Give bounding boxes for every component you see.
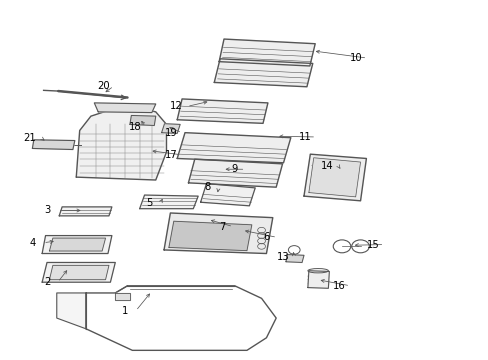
Text: 8: 8 bbox=[204, 182, 211, 192]
Text: 13: 13 bbox=[277, 252, 289, 262]
Text: 21: 21 bbox=[23, 133, 36, 143]
Text: 20: 20 bbox=[97, 81, 109, 91]
Polygon shape bbox=[42, 235, 112, 253]
Polygon shape bbox=[307, 271, 329, 288]
Text: 17: 17 bbox=[164, 150, 177, 160]
Text: 19: 19 bbox=[164, 128, 177, 138]
Text: 9: 9 bbox=[231, 164, 238, 174]
Polygon shape bbox=[86, 286, 276, 350]
Polygon shape bbox=[188, 159, 282, 187]
Polygon shape bbox=[76, 108, 166, 180]
Polygon shape bbox=[219, 39, 315, 66]
Text: 15: 15 bbox=[366, 239, 379, 249]
Text: 14: 14 bbox=[321, 161, 333, 171]
Polygon shape bbox=[214, 59, 312, 87]
Text: 4: 4 bbox=[29, 238, 36, 248]
Text: 5: 5 bbox=[146, 198, 152, 208]
Polygon shape bbox=[32, 140, 75, 149]
Text: 1: 1 bbox=[122, 306, 128, 316]
Text: 6: 6 bbox=[263, 232, 269, 242]
Polygon shape bbox=[304, 154, 366, 201]
Text: 7: 7 bbox=[219, 222, 225, 231]
Polygon shape bbox=[308, 158, 360, 197]
Text: 12: 12 bbox=[169, 102, 182, 112]
Text: 10: 10 bbox=[349, 53, 362, 63]
Polygon shape bbox=[140, 195, 198, 209]
Polygon shape bbox=[57, 293, 86, 329]
Polygon shape bbox=[49, 238, 105, 251]
Text: 3: 3 bbox=[44, 206, 50, 216]
Polygon shape bbox=[285, 255, 304, 262]
Text: 11: 11 bbox=[299, 132, 311, 142]
Polygon shape bbox=[94, 103, 156, 113]
Polygon shape bbox=[59, 207, 112, 216]
Polygon shape bbox=[161, 124, 180, 134]
Text: 18: 18 bbox=[128, 122, 141, 132]
Polygon shape bbox=[177, 99, 267, 123]
Text: 16: 16 bbox=[332, 281, 345, 291]
Polygon shape bbox=[130, 116, 156, 126]
Text: 2: 2 bbox=[44, 277, 50, 287]
Polygon shape bbox=[168, 221, 251, 251]
Polygon shape bbox=[177, 133, 290, 163]
Polygon shape bbox=[115, 293, 130, 300]
Polygon shape bbox=[49, 265, 109, 280]
Polygon shape bbox=[163, 213, 272, 253]
Polygon shape bbox=[42, 262, 115, 282]
Polygon shape bbox=[200, 184, 255, 206]
